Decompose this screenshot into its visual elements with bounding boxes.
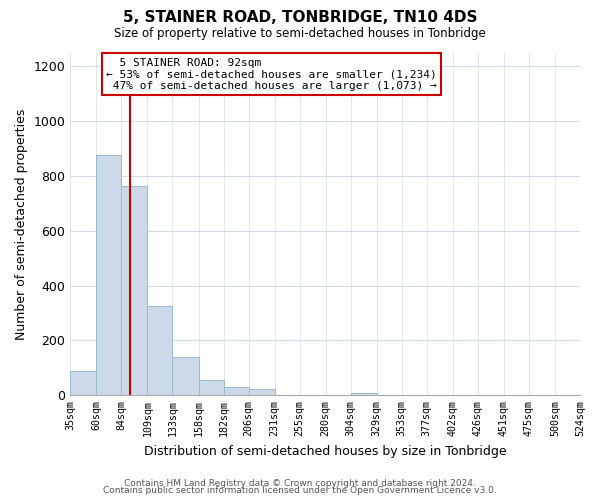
Text: Size of property relative to semi-detached houses in Tonbridge: Size of property relative to semi-detach… [114, 28, 486, 40]
Bar [148, 306, 172, 396]
Bar [224, 387, 248, 396]
Text: Contains public sector information licensed under the Open Government Licence v3: Contains public sector information licen… [103, 486, 497, 495]
Bar [172, 357, 199, 396]
Text: 5 STAINER ROAD: 92sqm
← 53% of semi-detached houses are smaller (1,234)
 47% of : 5 STAINER ROAD: 92sqm ← 53% of semi-deta… [106, 58, 437, 91]
Bar [199, 380, 224, 396]
Y-axis label: Number of semi-detached properties: Number of semi-detached properties [15, 108, 28, 340]
Text: Contains HM Land Registry data © Crown copyright and database right 2024.: Contains HM Land Registry data © Crown c… [124, 478, 476, 488]
Bar [248, 390, 275, 396]
Bar [350, 392, 377, 396]
Bar [121, 186, 148, 396]
Bar [70, 370, 97, 396]
Bar [97, 156, 121, 396]
Text: 5, STAINER ROAD, TONBRIDGE, TN10 4DS: 5, STAINER ROAD, TONBRIDGE, TN10 4DS [123, 10, 477, 25]
X-axis label: Distribution of semi-detached houses by size in Tonbridge: Distribution of semi-detached houses by … [144, 444, 506, 458]
